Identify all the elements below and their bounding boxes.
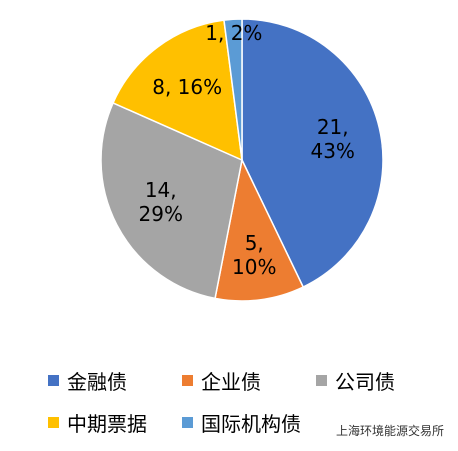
data-label: 5, 10% <box>232 231 277 280</box>
pie-slice <box>112 19 243 162</box>
pie-slice <box>100 101 243 300</box>
pie-slice <box>223 18 243 161</box>
data-label: 14, 29% <box>138 178 183 227</box>
legend-swatch <box>182 417 193 428</box>
watermark: 上海环境能源交易所 <box>335 424 444 438</box>
legend-swatch <box>48 375 59 386</box>
legend-swatch <box>182 375 193 386</box>
legend-item: 中期票据 <box>48 408 147 437</box>
data-label: 21, 43% <box>310 115 355 164</box>
pie-slice <box>214 157 305 302</box>
legend-label: 国际机构债 <box>201 412 301 436</box>
legend-swatch <box>316 375 327 386</box>
data-label: 1, 2% <box>205 21 263 46</box>
legend-swatch <box>48 417 59 428</box>
legend-label: 金融债 <box>67 370 127 394</box>
legend-item: 国际机构债 <box>182 408 301 437</box>
legend-label: 企业债 <box>201 370 261 394</box>
legend-label: 中期票据 <box>67 412 147 436</box>
pie-slice <box>241 18 384 289</box>
legend-item: 公司债 <box>316 366 395 395</box>
legend-label: 公司债 <box>335 370 395 394</box>
legend-item: 金融债 <box>48 366 127 395</box>
legend-item: 企业债 <box>182 366 261 395</box>
data-label: 8, 16% <box>152 74 223 99</box>
